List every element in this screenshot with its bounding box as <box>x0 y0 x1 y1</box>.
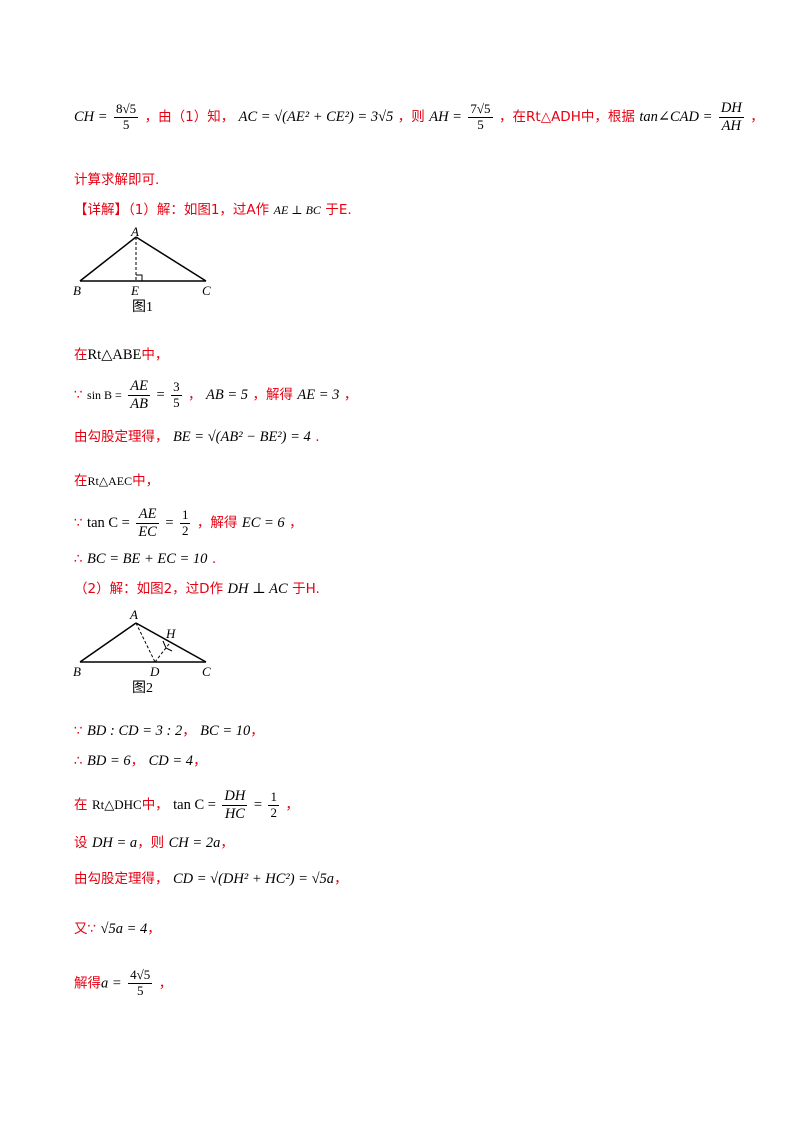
line-7: 在Rt△AEC中， <box>74 473 160 489</box>
fig2-caption: 图2 <box>132 681 153 696</box>
line-14: 设 DH = a，则 CH = 2a， <box>74 835 234 851</box>
ac-equation: AC = √(AE² + CE²) = 3√5 <box>238 109 394 126</box>
fig1-label-a: A <box>130 225 139 239</box>
tan-cad-equation: tan∠CAD = <box>639 109 713 126</box>
fig2-label-a: A <box>129 607 138 622</box>
line-11: ∵ BD : CD = 3 : 2， BC = 10， <box>74 723 264 739</box>
fig2-label-b: B <box>73 664 81 679</box>
fig2-label-h: H <box>165 626 176 641</box>
line-15: 由勾股定理得， CD = √(DH² + HC²) = √5a， <box>74 871 348 887</box>
line-6: 由勾股定理得， BE = √(AB² − BE²) = 4 . <box>74 429 320 445</box>
line-2: 计算求解即可. <box>74 172 160 188</box>
figure-2: A H B D C 图2 <box>73 607 211 696</box>
fig1-label-e: E <box>130 283 139 298</box>
ch-equation: CH = <box>74 109 108 126</box>
tan-cad-fraction: DH AH <box>718 100 744 134</box>
figure-1: A B E C 图1 <box>73 225 211 315</box>
line-4: 在Rt△ABE中， <box>74 347 169 363</box>
line-16: 又∵ √5a = 4， <box>74 921 161 937</box>
ah-fraction: 7√5 5 <box>468 100 493 132</box>
fig1-label-b: B <box>73 283 81 298</box>
fig1-label-c: C <box>202 283 211 298</box>
line-17: 解得a = 4√5 5 ， <box>74 967 173 998</box>
line-1: CH = 8√5 5 ，由（1）知， AC = √(AE² + CE²) = 3√… <box>74 100 764 134</box>
ch-fraction: 8√5 5 <box>114 100 139 132</box>
fig2-label-d: D <box>149 664 160 679</box>
line-9: ∴ BC = BE + EC = 10 . <box>74 551 217 567</box>
line-12: ∴ BD = 6， CD = 4， <box>74 753 207 769</box>
line-3: 【详解】（1）解：如图1，过A作 AE ⊥ BC 于E. <box>74 202 352 218</box>
detail-tag: 【详解】 <box>74 202 128 218</box>
fig2-label-c: C <box>202 664 211 679</box>
line-10: （2）解：如图2，过D作 DH ⊥ AC 于H. <box>74 581 320 597</box>
fig1-caption: 图1 <box>132 300 153 315</box>
ah-equation: AH = <box>429 109 462 126</box>
